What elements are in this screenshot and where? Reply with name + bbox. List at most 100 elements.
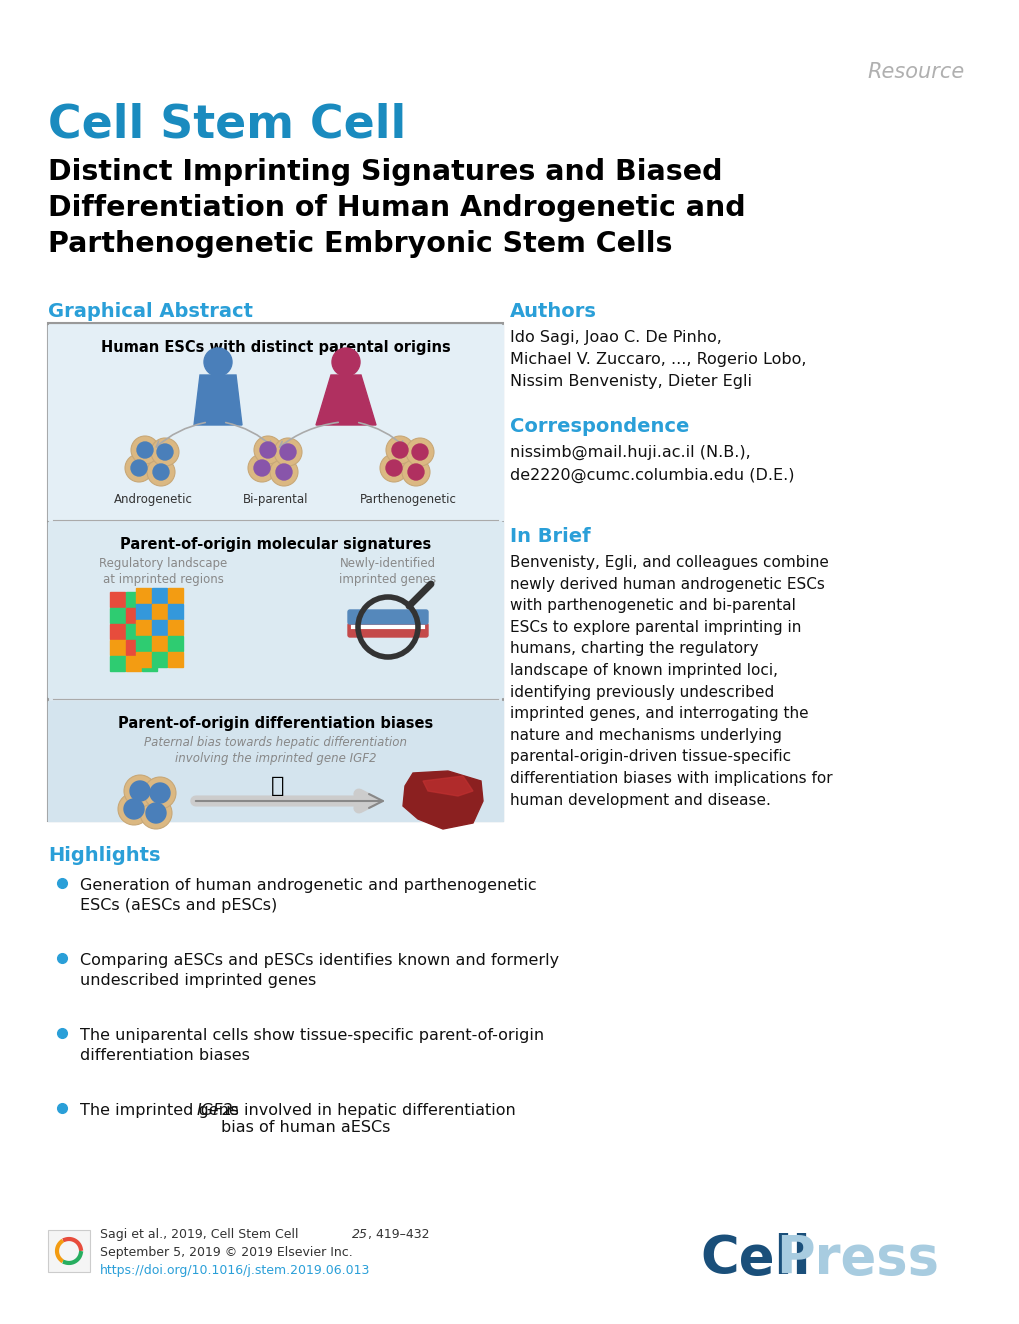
Text: Sagi et al., 2019, Cell Stem Cell: Sagi et al., 2019, Cell Stem Cell (100, 1227, 303, 1241)
Text: Ido Sagi, Joao C. De Pinho,
Michael V. Zuccaro, ..., Rogerio Lobo,
Nissim Benven: Ido Sagi, Joao C. De Pinho, Michael V. Z… (510, 330, 806, 389)
Bar (142, 655, 157, 671)
Text: Cell: Cell (699, 1233, 810, 1286)
Text: Distinct Imprinting Signatures and Biased: Distinct Imprinting Signatures and Biase… (48, 158, 721, 185)
Circle shape (408, 463, 424, 481)
Circle shape (146, 802, 166, 824)
Text: IGF2: IGF2 (197, 1103, 233, 1117)
Text: Authors: Authors (510, 302, 596, 320)
Bar (168, 604, 183, 620)
Circle shape (150, 782, 170, 802)
Circle shape (274, 438, 302, 466)
Text: Correspondence: Correspondence (510, 417, 689, 436)
Text: Bi-parental: Bi-parental (243, 493, 309, 506)
Circle shape (260, 442, 276, 458)
Text: , 419–432: , 419–432 (368, 1227, 429, 1241)
Circle shape (391, 442, 408, 458)
Circle shape (130, 436, 159, 463)
Polygon shape (423, 776, 473, 796)
Circle shape (276, 463, 291, 481)
Text: Newly-identified
imprinted genes: Newly-identified imprinted genes (339, 557, 436, 587)
Bar (126, 624, 142, 639)
Text: Press: Press (775, 1233, 938, 1286)
Circle shape (137, 442, 153, 458)
Text: Cell Stem Cell: Cell Stem Cell (48, 102, 406, 147)
Text: 🏃: 🏃 (271, 776, 284, 796)
Bar (168, 588, 183, 602)
Text: Parent-of-origin differentiation biases: Parent-of-origin differentiation biases (118, 716, 433, 731)
Bar (168, 651, 183, 667)
Bar (152, 588, 167, 602)
Text: Generation of human androgenetic and parthenogenetic
ESCs (aESCs and pESCs): Generation of human androgenetic and par… (79, 878, 536, 912)
Bar (126, 592, 142, 606)
Bar (142, 592, 157, 606)
Bar (136, 588, 152, 602)
Bar (110, 624, 125, 639)
Text: Androgenetic: Androgenetic (113, 493, 193, 506)
Circle shape (254, 436, 281, 463)
Circle shape (204, 348, 231, 376)
Text: Highlights: Highlights (48, 846, 160, 865)
Circle shape (129, 781, 150, 801)
Bar (126, 639, 142, 655)
Text: The uniparental cells show tissue-specific parent-of-origin
differentiation bias: The uniparental cells show tissue-specif… (79, 1027, 543, 1063)
Circle shape (147, 458, 175, 486)
Polygon shape (316, 375, 376, 425)
Text: Comparing aESCs and pESCs identifies known and formerly
undescribed imprinted ge: Comparing aESCs and pESCs identifies kno… (79, 953, 558, 988)
Bar (142, 608, 157, 624)
Polygon shape (194, 375, 242, 425)
FancyBboxPatch shape (48, 323, 502, 821)
FancyBboxPatch shape (347, 624, 428, 637)
Circle shape (406, 438, 433, 466)
Text: Resource: Resource (867, 62, 964, 82)
Bar (126, 608, 142, 624)
Bar (136, 604, 152, 620)
Bar (110, 592, 125, 606)
Circle shape (412, 444, 428, 459)
Text: Differentiation of Human Androgenetic and: Differentiation of Human Androgenetic an… (48, 195, 745, 222)
Bar (136, 620, 152, 636)
Circle shape (140, 797, 172, 829)
Circle shape (151, 438, 178, 466)
Bar (152, 620, 167, 636)
Text: Benvenisty, Egli, and colleagues combine
newly derived human androgenetic ESCs
w: Benvenisty, Egli, and colleagues combine… (510, 555, 832, 808)
Bar (136, 636, 152, 651)
Text: 25: 25 (352, 1227, 368, 1241)
Circle shape (280, 444, 296, 459)
Bar (110, 639, 125, 655)
Bar (152, 651, 167, 667)
Circle shape (157, 444, 173, 459)
Bar (168, 636, 183, 651)
Circle shape (270, 458, 298, 486)
Text: In Brief: In Brief (510, 527, 590, 545)
Circle shape (125, 454, 153, 482)
Bar (136, 651, 152, 667)
Circle shape (385, 436, 414, 463)
Bar (168, 620, 183, 636)
Circle shape (401, 458, 430, 486)
Bar (110, 608, 125, 624)
Bar (152, 636, 167, 651)
Bar (152, 604, 167, 620)
Bar (126, 655, 142, 671)
Text: September 5, 2019 © 2019 Elsevier Inc.: September 5, 2019 © 2019 Elsevier Inc. (100, 1246, 353, 1259)
Bar (142, 624, 157, 639)
Text: is involved in hepatic differentiation
bias of human aESCs: is involved in hepatic differentiation b… (221, 1103, 516, 1136)
Bar (48, 1230, 90, 1272)
Text: Parthenogenetic Embryonic Stem Cells: Parthenogenetic Embryonic Stem Cells (48, 230, 672, 258)
FancyBboxPatch shape (347, 610, 428, 624)
Bar (48, 324, 502, 520)
Circle shape (124, 798, 144, 820)
Text: Parent-of-origin molecular signatures: Parent-of-origin molecular signatures (120, 538, 431, 552)
Circle shape (380, 454, 408, 482)
Circle shape (144, 777, 176, 809)
Circle shape (254, 459, 270, 477)
Bar (48, 522, 502, 696)
Text: The imprinted gene: The imprinted gene (79, 1103, 244, 1117)
Circle shape (385, 459, 401, 477)
Bar (48, 700, 502, 821)
Circle shape (331, 348, 360, 376)
Bar (110, 655, 125, 671)
Text: https://doi.org/10.1016/j.stem.2019.06.013: https://doi.org/10.1016/j.stem.2019.06.0… (100, 1264, 370, 1278)
Circle shape (124, 775, 156, 808)
Circle shape (130, 459, 147, 477)
